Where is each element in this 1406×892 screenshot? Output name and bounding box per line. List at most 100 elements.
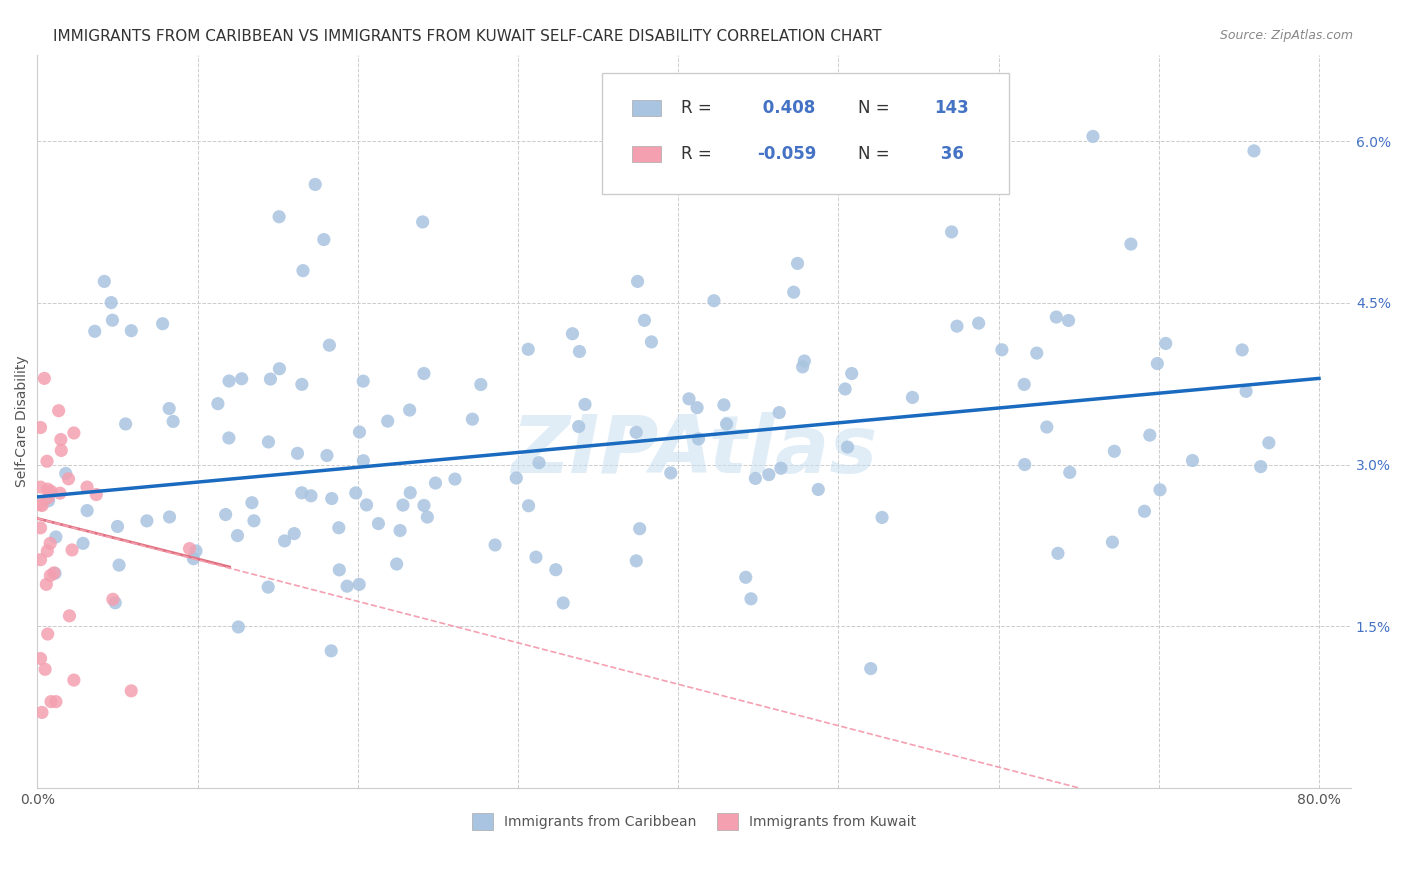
Point	[269, 361, 291, 376]
Point	[291, 485, 314, 500]
Point	[793, 354, 815, 368]
Point	[1119, 237, 1142, 252]
Point	[93, 274, 115, 288]
Point	[107, 519, 129, 533]
Point	[398, 403, 420, 417]
Text: Source: ZipAtlas.com: Source: ZipAtlas.com	[1219, 29, 1353, 42]
Point	[624, 425, 647, 440]
Point	[179, 541, 201, 556]
Point	[392, 498, 415, 512]
Point	[859, 662, 882, 676]
Point	[34, 662, 56, 676]
Point	[48, 403, 70, 417]
Point	[703, 293, 725, 308]
Point	[152, 317, 174, 331]
Point	[807, 483, 830, 497]
Point	[336, 579, 359, 593]
Point	[399, 485, 422, 500]
Point	[1133, 504, 1156, 518]
Point	[786, 256, 808, 270]
Point	[527, 456, 550, 470]
FancyBboxPatch shape	[633, 146, 661, 162]
Point	[104, 596, 127, 610]
Point	[470, 377, 492, 392]
Point	[316, 449, 339, 463]
Point	[34, 371, 56, 385]
Text: R =: R =	[681, 145, 711, 163]
Point	[120, 324, 142, 338]
Point	[967, 316, 990, 330]
Point	[385, 557, 408, 571]
Point	[461, 412, 484, 426]
Point	[740, 591, 762, 606]
Point	[412, 215, 434, 229]
Point	[991, 343, 1014, 357]
Point	[226, 528, 249, 542]
Point	[1101, 535, 1123, 549]
Point	[31, 499, 53, 513]
Point	[349, 425, 371, 439]
Point	[544, 563, 567, 577]
Point	[30, 480, 52, 494]
Point	[39, 695, 62, 709]
Point	[367, 516, 389, 531]
Point	[321, 491, 343, 506]
Point	[101, 592, 124, 607]
Point	[517, 343, 540, 357]
Point	[1234, 384, 1257, 399]
Point	[30, 420, 52, 434]
Point	[39, 484, 62, 499]
Point	[243, 514, 266, 528]
Point	[207, 397, 229, 411]
Point	[1057, 313, 1080, 327]
Point	[640, 334, 662, 349]
Point	[37, 627, 59, 641]
Point	[120, 684, 142, 698]
Point	[35, 577, 58, 591]
Point	[291, 377, 314, 392]
Point	[352, 374, 374, 388]
Text: 143: 143	[935, 99, 969, 117]
Point	[257, 434, 280, 449]
Point	[352, 454, 374, 468]
Point	[218, 374, 240, 388]
Point	[1149, 483, 1171, 497]
Point	[561, 326, 583, 341]
Point	[321, 644, 343, 658]
Point	[162, 414, 184, 428]
Point	[184, 544, 207, 558]
Point	[135, 514, 157, 528]
Point	[344, 486, 367, 500]
Point	[1046, 546, 1069, 560]
Point	[218, 431, 240, 445]
Point	[328, 521, 350, 535]
Point	[782, 285, 804, 300]
Point	[231, 372, 253, 386]
Point	[524, 550, 547, 565]
Point	[304, 178, 326, 192]
Point	[1139, 428, 1161, 442]
Point	[291, 263, 314, 277]
Point	[45, 530, 67, 544]
Point	[870, 510, 893, 524]
Point	[157, 401, 180, 416]
Point	[1154, 336, 1177, 351]
Point	[758, 467, 780, 482]
Point	[768, 406, 790, 420]
Point	[49, 486, 72, 500]
Point	[39, 568, 62, 582]
Text: R =: R =	[681, 99, 711, 117]
Point	[114, 417, 136, 431]
Point	[1257, 435, 1279, 450]
Point	[37, 544, 59, 558]
Point	[39, 536, 62, 550]
Point	[744, 471, 766, 485]
Point	[55, 467, 77, 481]
Text: ZIPAtlas: ZIPAtlas	[510, 412, 877, 490]
Point	[60, 543, 83, 558]
Point	[51, 443, 73, 458]
Point	[63, 673, 86, 687]
Point	[35, 454, 58, 468]
Point	[31, 706, 53, 720]
Point	[553, 596, 575, 610]
